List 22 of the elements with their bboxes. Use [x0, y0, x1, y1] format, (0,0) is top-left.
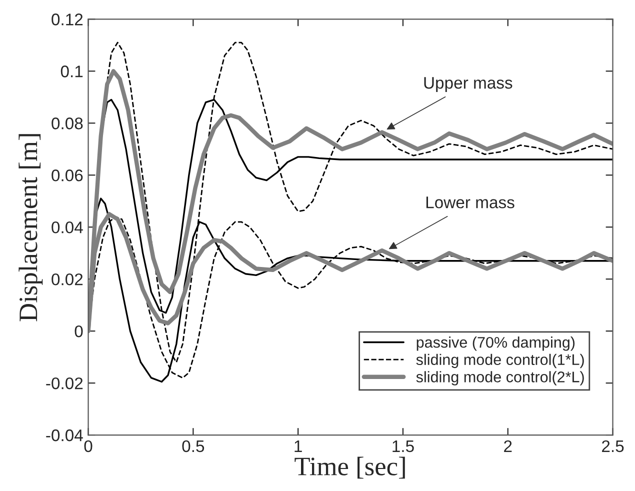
- x-axis-title: Time [sec]: [294, 456, 405, 479]
- y-tick-label: -0.02: [46, 377, 83, 390]
- x-tick-label: 2: [504, 440, 512, 452]
- x-tick-label: 0: [84, 440, 92, 452]
- y-tick-label: -0.04: [46, 429, 83, 442]
- legend-label: sliding mode control(2*L): [416, 371, 584, 386]
- legend-label: passive (70% damping): [416, 336, 575, 351]
- y-tick-label: 0.08: [52, 118, 83, 130]
- x-tick-label: 0.5: [182, 440, 204, 452]
- y-tick-label: 0: [74, 325, 83, 338]
- x-tick-label: 2.5: [602, 440, 624, 452]
- y-tick-label: 0.12: [52, 14, 83, 26]
- y-tick-label: 0.1: [60, 66, 83, 78]
- annotation: Lower mass: [426, 196, 514, 208]
- y-tick-label: 0.06: [52, 170, 83, 182]
- legend-label: sliding mode control(1*L): [416, 354, 584, 368]
- x-tick-label: 1.5: [392, 440, 414, 452]
- y-axis-title: Displacement [m]: [18, 134, 43, 322]
- annotation: Upper mass: [424, 77, 512, 92]
- y-tick-label: 0.02: [52, 273, 83, 286]
- y-tick-label: 0.04: [52, 221, 83, 234]
- x-tick-label: 1: [294, 440, 302, 452]
